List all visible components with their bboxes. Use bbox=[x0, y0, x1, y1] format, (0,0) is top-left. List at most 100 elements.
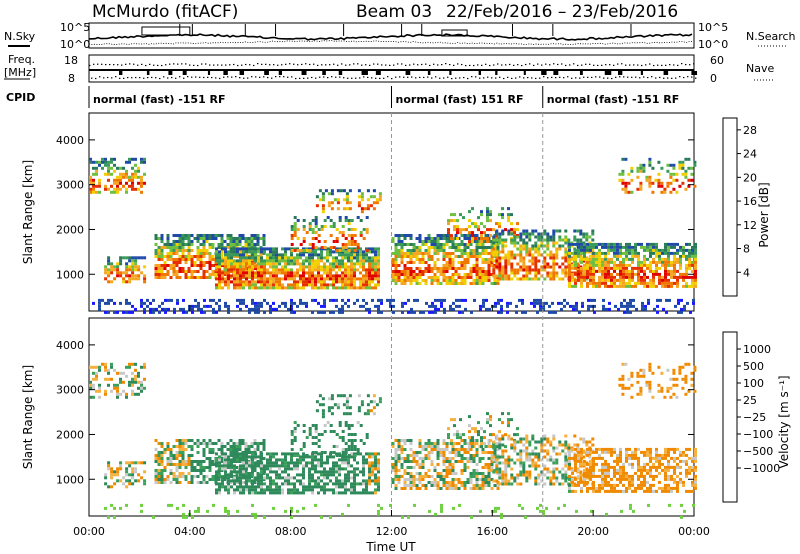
velocity-cell bbox=[421, 457, 425, 460]
power-cell bbox=[604, 263, 607, 267]
power-cell bbox=[525, 268, 529, 272]
power-cell bbox=[637, 275, 640, 279]
velocity-cell bbox=[233, 464, 236, 468]
power-cell bbox=[675, 172, 679, 176]
power-cell bbox=[314, 225, 318, 228]
power-cell bbox=[439, 273, 443, 276]
velocity-cell bbox=[293, 430, 297, 433]
power-cell bbox=[314, 268, 317, 272]
power-cell bbox=[196, 252, 200, 255]
nave-dot bbox=[601, 64, 603, 66]
power-cell bbox=[628, 257, 631, 261]
power-cell bbox=[442, 276, 446, 279]
velocity-cell bbox=[368, 479, 371, 483]
velocity-cell bbox=[233, 467, 236, 471]
velocity-cell bbox=[256, 442, 260, 445]
nave-dot bbox=[489, 64, 491, 67]
power-cell bbox=[245, 247, 248, 251]
power-cell bbox=[681, 166, 685, 170]
power-cell bbox=[315, 204, 319, 208]
power-cell bbox=[269, 274, 272, 278]
power-cell bbox=[184, 261, 188, 264]
power-cell bbox=[552, 232, 556, 236]
velocity-cell bbox=[412, 460, 416, 463]
power-cell bbox=[679, 245, 682, 249]
velocity-cell bbox=[131, 389, 134, 393]
power-cell bbox=[239, 307, 242, 311]
power-cell bbox=[317, 271, 320, 275]
power-cell bbox=[679, 248, 682, 252]
power-cell bbox=[356, 246, 360, 249]
freq-label-line1: Freq. bbox=[8, 53, 35, 66]
nave-dot bbox=[205, 63, 207, 65]
velocity-cell bbox=[335, 482, 338, 486]
power-cell bbox=[409, 261, 413, 264]
velocity-cell bbox=[175, 451, 179, 454]
power-cell bbox=[122, 280, 126, 284]
velocity-cell bbox=[272, 479, 275, 483]
power-cell bbox=[332, 310, 335, 314]
velocity-cell bbox=[227, 485, 230, 489]
velocity-cell bbox=[369, 400, 373, 404]
power-cell bbox=[245, 274, 248, 278]
power-cell bbox=[676, 251, 679, 255]
power-cell bbox=[122, 184, 125, 188]
power-cell bbox=[624, 190, 628, 194]
power-cell bbox=[530, 301, 533, 305]
power-cell bbox=[522, 229, 526, 233]
velocity-cell bbox=[224, 476, 227, 480]
velocity-cell bbox=[336, 403, 340, 407]
velocity-cell bbox=[202, 460, 206, 463]
power-cell bbox=[131, 184, 134, 188]
freq-mark bbox=[579, 71, 583, 75]
velocity-cell bbox=[368, 455, 371, 459]
velocity-cell bbox=[178, 481, 182, 484]
velocity-cell bbox=[326, 455, 329, 459]
power-cell bbox=[592, 245, 595, 249]
power-cell bbox=[224, 247, 227, 251]
nave-dot bbox=[169, 63, 171, 65]
nave-dot bbox=[323, 76, 325, 78]
velocity-cell bbox=[125, 392, 128, 396]
power-cell bbox=[560, 301, 563, 305]
power-cell bbox=[248, 283, 251, 287]
power-cell bbox=[196, 270, 200, 273]
power-cell bbox=[190, 261, 194, 264]
power-cell bbox=[242, 247, 245, 251]
power-cell bbox=[128, 310, 131, 314]
power-cell bbox=[498, 213, 501, 217]
power-cell bbox=[308, 247, 311, 251]
power-cell bbox=[528, 232, 532, 236]
power-cell bbox=[457, 243, 461, 246]
power-cell bbox=[341, 234, 345, 237]
power-cell bbox=[224, 283, 227, 287]
power-cell bbox=[196, 258, 200, 261]
power-cell bbox=[254, 310, 257, 314]
power-cell bbox=[601, 281, 604, 285]
power-cell bbox=[607, 272, 610, 276]
power-cell bbox=[657, 172, 661, 176]
velocity-cell bbox=[218, 464, 221, 468]
power-cell bbox=[531, 256, 535, 260]
power-cell bbox=[308, 262, 311, 266]
power-cell bbox=[175, 249, 179, 252]
velocity-cell bbox=[160, 481, 164, 484]
velocity-cell bbox=[202, 442, 206, 445]
power-cell bbox=[574, 266, 577, 270]
power-cell bbox=[660, 190, 664, 194]
velocity-cell bbox=[239, 464, 242, 468]
power-cell bbox=[378, 198, 382, 202]
power-cell bbox=[161, 301, 164, 305]
nave-dot bbox=[611, 77, 613, 80]
power-cell bbox=[143, 181, 146, 185]
power-cell bbox=[320, 253, 323, 257]
power-cell bbox=[107, 187, 110, 191]
velocity-cell bbox=[199, 463, 203, 466]
power-cell bbox=[555, 229, 559, 233]
power-cell bbox=[377, 307, 380, 311]
power-cell bbox=[278, 268, 281, 272]
power-cell bbox=[661, 260, 664, 264]
power-cell bbox=[344, 246, 348, 249]
nave-dot bbox=[279, 76, 281, 78]
power-cell bbox=[157, 258, 161, 261]
